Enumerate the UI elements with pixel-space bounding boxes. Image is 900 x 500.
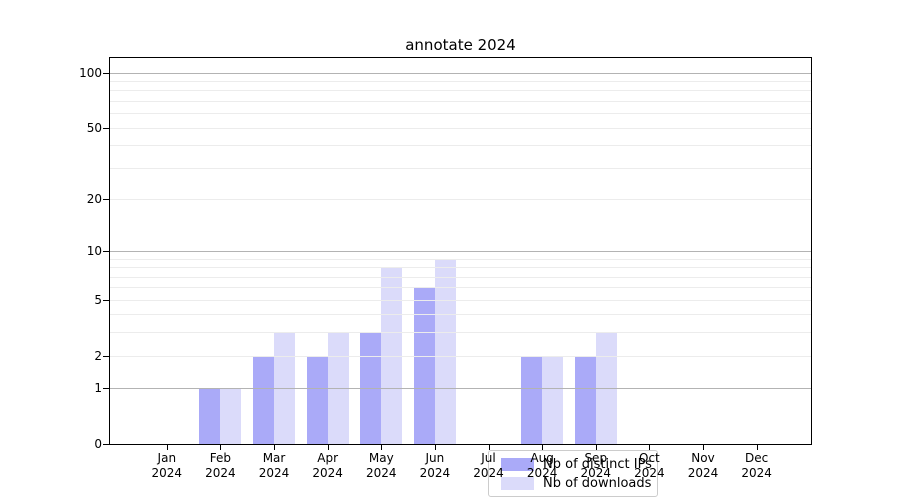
gridline-minor — [110, 198, 811, 200]
bar-distinct-ips-aug — [521, 355, 543, 444]
bar-downloads-apr — [327, 332, 349, 444]
x-tick-label: Aug 2024 — [526, 451, 558, 480]
x-tick-label: Jun 2024 — [419, 451, 451, 480]
y-tick-label: 1 — [94, 381, 102, 396]
spine-top — [109, 57, 812, 58]
gridline-minor — [110, 267, 811, 269]
legend-label: Nb of downloads — [543, 475, 652, 491]
bar-downloads-jun — [434, 258, 456, 444]
legend-row: Nb of downloads — [501, 475, 652, 491]
x-tick-mark — [595, 445, 597, 450]
x-tick-label: Nov 2024 — [687, 451, 719, 480]
gridline-minor — [110, 355, 811, 357]
legend-row: Nb of distinct IPs — [501, 456, 652, 472]
y-tick-label: 2 — [94, 348, 102, 363]
x-tick-mark — [274, 445, 276, 450]
x-tick-mark — [434, 445, 436, 450]
gridline-minor — [110, 332, 811, 334]
x-tick-mark — [166, 445, 168, 450]
spine-right — [811, 58, 812, 445]
legend-swatch-distinct-ips — [501, 457, 534, 471]
x-tick-label: May 2024 — [365, 451, 397, 480]
x-tick-mark — [488, 445, 490, 450]
plot-area: Nb of distinct IPs Nb of downloads — [110, 58, 811, 497]
gridline-minor — [110, 145, 811, 147]
y-tick-mark — [103, 388, 109, 390]
bar-downloads-sep — [595, 332, 617, 444]
y-tick-mark — [103, 444, 109, 445]
x-tick-label: Dec 2024 — [741, 451, 772, 480]
y-tick-mark — [103, 198, 109, 200]
x-tick-label: Apr 2024 — [312, 451, 343, 480]
spine-bottom — [109, 444, 812, 445]
gridline-minor — [110, 80, 811, 82]
y-tick-mark — [103, 127, 109, 129]
x-tick-label: Feb 2024 — [205, 451, 236, 480]
bar-distinct-ips-jun — [413, 287, 435, 444]
y-tick-label: 100 — [79, 65, 102, 80]
x-tick-mark — [220, 445, 222, 450]
gridline-minor — [110, 276, 811, 278]
legend-swatch-downloads — [501, 476, 534, 490]
gridline-minor — [110, 167, 811, 169]
bar-downloads-mar — [274, 332, 296, 444]
x-tick-mark — [542, 445, 544, 450]
legend: Nb of distinct IPs Nb of downloads — [488, 450, 658, 497]
x-tick-label: Mar 2024 — [258, 451, 290, 480]
gridline-minor — [110, 127, 811, 129]
x-tick-mark — [649, 445, 651, 450]
spine-left — [109, 58, 110, 445]
gridline-minor — [110, 258, 811, 260]
y-tick-label: 10 — [86, 244, 102, 259]
gridline-minor — [110, 314, 811, 316]
x-tick-label: Jul 2024 — [473, 451, 504, 480]
bar-downloads-feb — [220, 388, 242, 444]
legend-label: Nb of distinct IPs — [543, 456, 652, 472]
y-tick-label: 0 — [94, 437, 102, 451]
gridline-minor — [110, 100, 811, 102]
y-tick-mark — [103, 72, 109, 74]
bar-distinct-ips-feb — [199, 388, 221, 444]
x-tick-mark — [703, 445, 704, 450]
y-tick-label: 50 — [86, 120, 102, 135]
y-tick-mark — [103, 355, 109, 357]
gridline-major — [110, 251, 811, 253]
x-tick-mark — [327, 445, 329, 450]
chart-title: annotate 2024 — [405, 36, 516, 54]
bar-distinct-ips-sep — [574, 355, 596, 444]
gridline-major — [110, 388, 811, 390]
gridline-minor — [110, 113, 811, 115]
gridline-minor — [110, 299, 811, 301]
y-tick-mark — [103, 251, 109, 253]
y-tick-mark — [103, 299, 109, 301]
x-tick-mark — [756, 445, 758, 450]
bar-distinct-ips-mar — [253, 355, 275, 444]
y-tick-label: 20 — [86, 191, 102, 206]
x-tick-mark — [381, 445, 383, 450]
x-tick-label: Jan 2024 — [151, 451, 183, 480]
x-tick-label: Oct 2024 — [634, 451, 665, 480]
bar-downloads-aug — [542, 355, 564, 444]
gridline-minor — [110, 287, 811, 289]
gridline-minor — [110, 90, 811, 92]
bar-distinct-ips-apr — [306, 355, 328, 444]
gridline-major — [110, 72, 811, 74]
x-tick-label: Sep 2024 — [580, 451, 612, 480]
y-tick-label: 5 — [94, 292, 102, 307]
bar-distinct-ips-may — [360, 332, 382, 444]
